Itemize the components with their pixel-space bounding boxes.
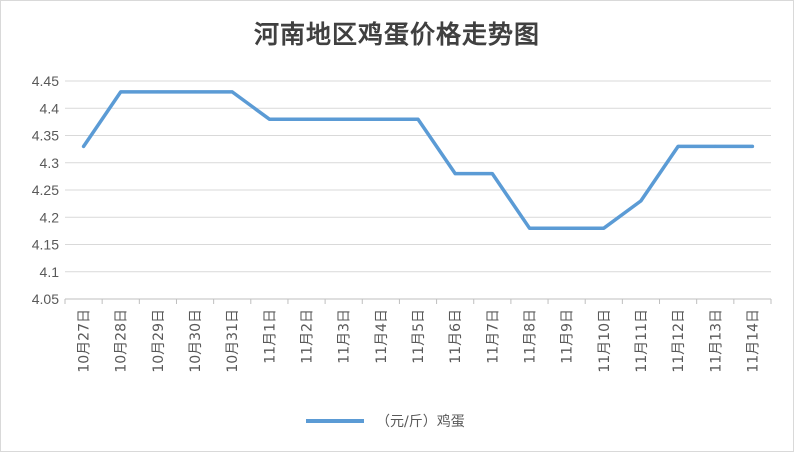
legend: （元/斤）鸡蛋 bbox=[306, 409, 465, 433]
legend-label: （元/斤）鸡蛋 bbox=[376, 414, 465, 430]
x-tick-label: 11月9日 bbox=[560, 309, 576, 364]
data-point bbox=[156, 90, 160, 94]
x-tick-label: 11月11日 bbox=[634, 309, 650, 373]
data-point bbox=[453, 172, 457, 176]
y-tick-label: 4.15 bbox=[32, 237, 59, 253]
legend-swatch bbox=[306, 419, 364, 423]
x-tick-label: 11月8日 bbox=[522, 309, 538, 364]
data-point bbox=[342, 117, 346, 121]
x-tick-label: 11月10日 bbox=[597, 309, 613, 373]
data-point bbox=[82, 144, 86, 148]
x-tick-label: 10月30日 bbox=[188, 309, 204, 373]
data-point bbox=[639, 199, 643, 203]
data-point bbox=[305, 117, 309, 121]
x-tick-label: 11月2日 bbox=[300, 309, 316, 364]
data-point bbox=[490, 172, 494, 176]
y-tick-label: 4.25 bbox=[32, 182, 59, 198]
data-point bbox=[713, 144, 717, 148]
data-point bbox=[267, 117, 271, 121]
x-tick-label: 11月13日 bbox=[708, 309, 724, 373]
x-tick-label: 11月4日 bbox=[374, 309, 390, 364]
y-tick-label: 4.35 bbox=[32, 128, 59, 144]
x-tick-label: 11月3日 bbox=[337, 309, 353, 364]
y-tick-label: 4.05 bbox=[32, 291, 59, 307]
y-tick-label: 4.2 bbox=[40, 209, 60, 225]
x-tick-label: 10月28日 bbox=[114, 309, 130, 373]
x-tick-label: 10月31日 bbox=[225, 309, 241, 373]
y-tick-label: 4.3 bbox=[40, 155, 60, 171]
data-point bbox=[750, 144, 754, 148]
data-point bbox=[416, 117, 420, 121]
y-tick-label: 4.1 bbox=[40, 264, 60, 280]
x-tick-label: 10月29日 bbox=[151, 309, 167, 373]
data-point bbox=[676, 144, 680, 148]
y-tick-label: 4.4 bbox=[40, 100, 60, 116]
data-point bbox=[379, 117, 383, 121]
x-tick-label: 11月6日 bbox=[448, 309, 464, 364]
data-point bbox=[193, 90, 197, 94]
chart-title: 河南地区鸡蛋价格走势图 bbox=[253, 20, 540, 49]
data-point bbox=[602, 226, 606, 230]
x-tick-label: 11月5日 bbox=[411, 309, 427, 364]
x-tick-label: 11月14日 bbox=[745, 309, 761, 373]
data-point bbox=[119, 90, 123, 94]
data-point bbox=[565, 226, 569, 230]
x-tick-label: 11月1日 bbox=[262, 309, 278, 364]
data-point bbox=[230, 90, 234, 94]
data-point bbox=[527, 226, 531, 230]
y-tick-label: 4.45 bbox=[32, 73, 59, 89]
x-tick-label: 10月27日 bbox=[77, 309, 93, 373]
series-line bbox=[81, 90, 755, 230]
x-tick-label: 11月12日 bbox=[671, 309, 687, 373]
x-tick-label: 11月7日 bbox=[485, 309, 501, 364]
